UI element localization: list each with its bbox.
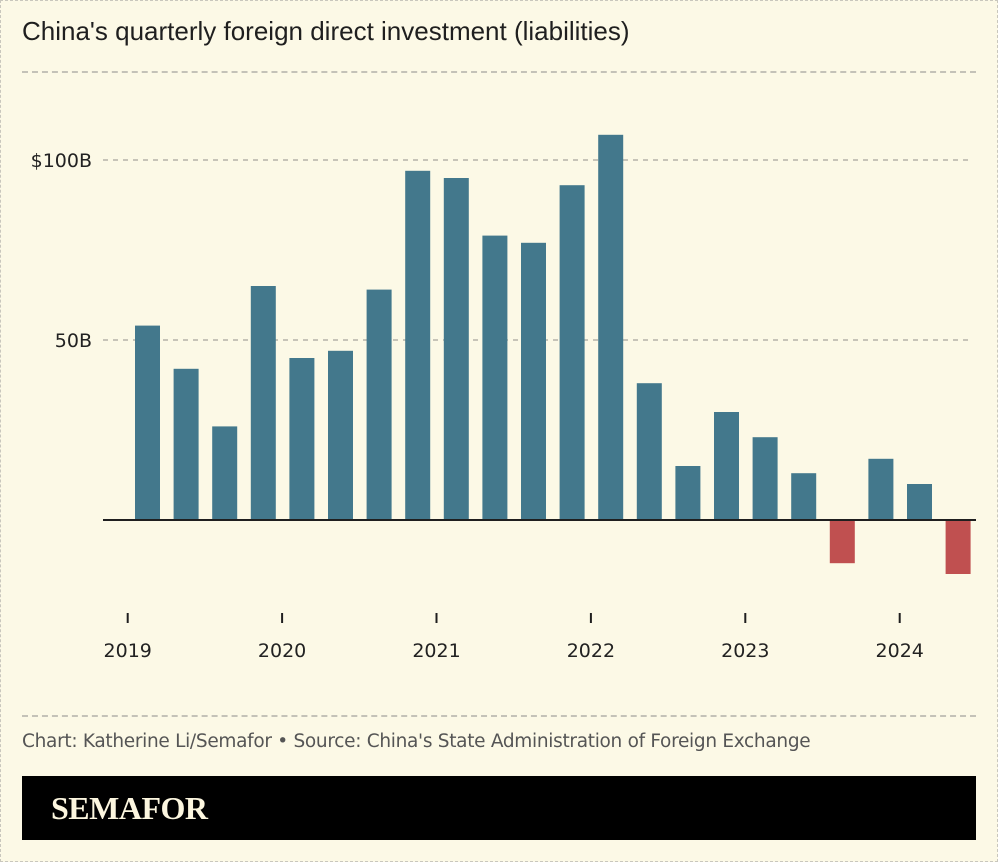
bars [135,134,971,574]
source-credit: Chart: Katherine Li/Semafor • Source: Ch… [22,731,811,752]
x-tick-label: 2022 [567,640,615,662]
bar [636,383,662,520]
y-tick-label: 50B [55,330,92,352]
x-tick-label: 2020 [258,640,306,662]
bar [443,178,469,520]
x-tick-label: 2023 [721,640,769,662]
bar [482,235,508,520]
x-tick-label: 2019 [104,640,152,662]
bar [598,134,624,521]
bar [521,242,546,521]
chart-title: China's quarterly foreign direct investm… [22,16,630,46]
bar [559,185,585,520]
bar [135,325,160,520]
bar [366,289,392,520]
bar [829,520,855,564]
bar [752,437,778,520]
brand-bar: SEMAFOR [22,776,976,840]
x-tick-label: 2021 [412,640,460,662]
semafor-logo: SEMAFOR [51,790,208,826]
bar [791,473,817,520]
bar [289,358,315,520]
bar [945,520,971,574]
bar [868,458,894,520]
title-divider [22,71,976,73]
x-axis: 2019 2020 2021 2022 2023 2024 [103,519,976,662]
x-tick-label: 2024 [876,640,924,662]
bar [250,286,276,520]
bar [907,484,932,520]
footer-divider [22,715,976,717]
bar [675,466,701,520]
bar-chart: $100B 50B 2019 2020 2021 2022 2023 2024 [31,134,976,662]
bar [714,412,739,520]
y-tick-label: $100B [31,150,92,172]
bar [212,426,238,520]
bar [173,368,199,520]
bar [405,170,431,521]
bar [328,350,353,520]
